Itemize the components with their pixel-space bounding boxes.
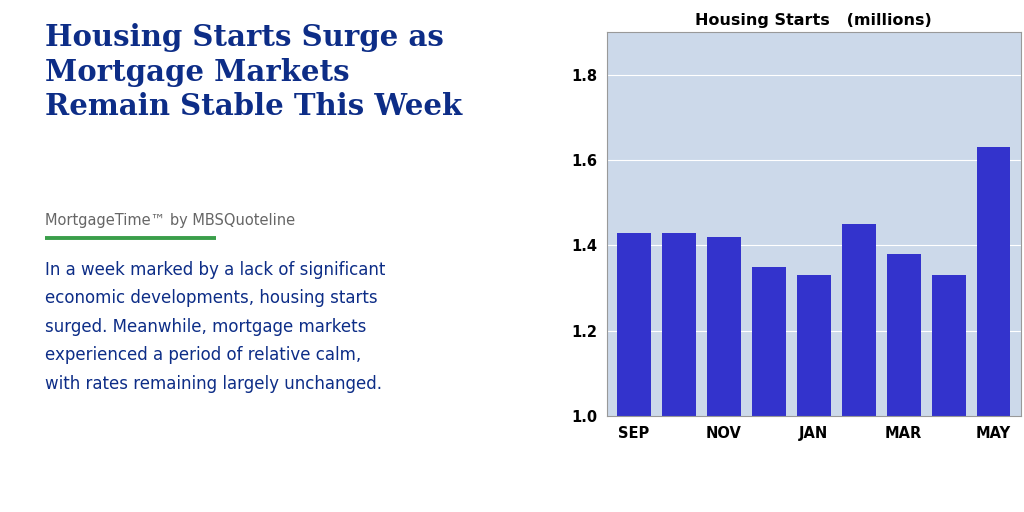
Text: MortgageTime™ by MBSQuoteline: MortgageTime™ by MBSQuoteline: [45, 212, 296, 228]
Bar: [752, 267, 785, 512]
Bar: [617, 232, 651, 512]
Bar: [887, 254, 921, 512]
Bar: [707, 237, 740, 512]
Bar: [977, 147, 1011, 512]
Text: Housing Starts Surge as
Mortgage Markets
Remain Stable This Week: Housing Starts Surge as Mortgage Markets…: [45, 23, 463, 121]
Bar: [842, 224, 876, 512]
Bar: [932, 275, 966, 512]
Bar: [663, 232, 695, 512]
Text: In a week marked by a lack of significant
economic developments, housing starts
: In a week marked by a lack of significan…: [45, 261, 386, 393]
Title: Housing Starts   (millions): Housing Starts (millions): [695, 13, 932, 28]
Text: Sign up for a 14-Day Free Trial: Sign up for a 14-Day Free Trial: [376, 476, 648, 494]
Bar: [797, 275, 830, 512]
